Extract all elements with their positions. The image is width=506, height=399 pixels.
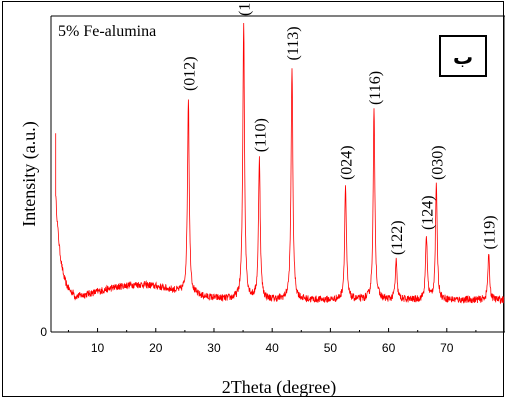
- x-tick-label: 70: [440, 341, 454, 355]
- x-tick-label: 60: [382, 341, 396, 355]
- chart-title: 5% Fe-alumina: [58, 23, 156, 40]
- peak-label: (116): [367, 71, 384, 105]
- x-tick-label: 30: [207, 341, 221, 355]
- x-tick-label: 10: [91, 341, 105, 355]
- peak-label: (113): [285, 26, 302, 60]
- peak-label: (104): [237, 2, 254, 16]
- x-tick-label: 50: [324, 341, 338, 355]
- peak-label: (119): [482, 215, 499, 249]
- peak-label: (122): [389, 220, 406, 255]
- peak-label: (110): [252, 118, 269, 152]
- y-axis-label: Intensity (a.u.): [19, 121, 40, 226]
- peak-label: (124): [419, 195, 436, 230]
- panel-label: ب: [453, 47, 473, 69]
- peak-label: (030): [429, 145, 446, 180]
- x-tick-label: 40: [265, 341, 279, 355]
- y-tick-label: 0: [40, 325, 47, 339]
- xrd-chart: 5% Fe-alumina ب 2Theta (degree) Intensit…: [3, 2, 505, 398]
- peak-label: (024): [339, 145, 356, 180]
- x-tick-label: 20: [149, 341, 163, 355]
- peak-label: (012): [181, 56, 198, 91]
- x-axis-label: 2Theta (degree): [222, 377, 336, 398]
